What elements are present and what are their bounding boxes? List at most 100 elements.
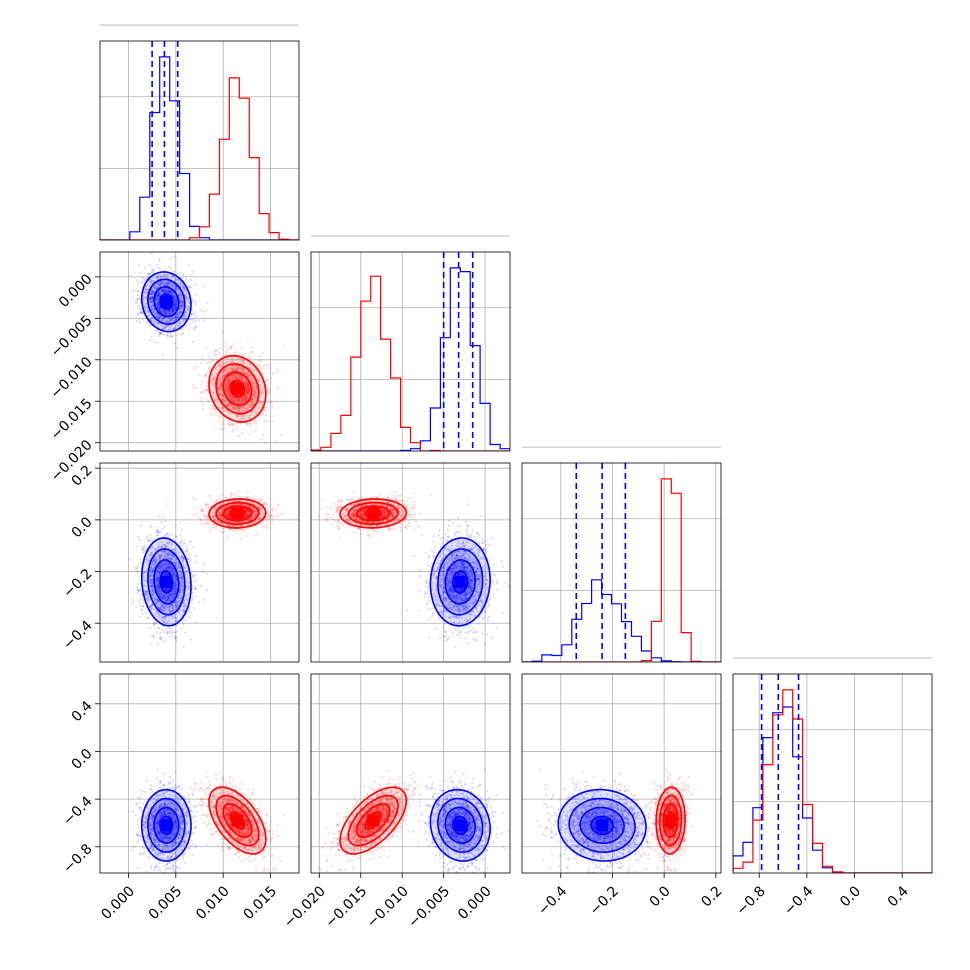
point (157, 298, 160, 302)
point (171, 295, 175, 298)
point (135, 545, 138, 548)
point (197, 373, 200, 376)
point (158, 307, 161, 310)
point (160, 281, 163, 285)
point (164, 519, 167, 522)
point (171, 309, 174, 312)
point (155, 273, 158, 277)
point (194, 326, 197, 329)
point (155, 312, 158, 315)
point (150, 335, 153, 338)
point (148, 297, 151, 301)
point (273, 407, 276, 410)
point (141, 598, 144, 601)
point (179, 299, 182, 302)
point (159, 282, 162, 285)
point (179, 300, 182, 303)
point (137, 297, 140, 300)
point (271, 415, 274, 418)
point (173, 307, 176, 310)
point (168, 291, 171, 295)
point (168, 311, 171, 314)
point (149, 534, 152, 537)
point (140, 311, 144, 314)
point (139, 615, 142, 618)
point (161, 318, 164, 321)
point (136, 312, 139, 315)
point (156, 286, 159, 289)
point (166, 325, 169, 328)
point (149, 299, 152, 302)
scatter-panel-2-0 (128, 490, 285, 648)
point (166, 282, 169, 285)
point (172, 309, 175, 312)
point (176, 279, 180, 282)
point (144, 305, 147, 308)
point (155, 329, 158, 332)
point (170, 308, 174, 311)
point (179, 296, 182, 299)
point (177, 316, 180, 319)
point (189, 285, 192, 288)
point (189, 274, 192, 277)
point (264, 406, 267, 409)
point (172, 310, 175, 313)
point (173, 301, 177, 304)
point (157, 294, 160, 297)
point (150, 305, 153, 308)
point (151, 304, 154, 307)
point (157, 313, 160, 317)
point (168, 325, 171, 328)
point (171, 275, 174, 278)
point (169, 309, 172, 312)
point (149, 293, 152, 296)
point (144, 547, 147, 550)
point (141, 605, 145, 608)
point (205, 346, 208, 349)
point (168, 290, 171, 293)
point (153, 319, 156, 322)
point (179, 322, 182, 325)
point (166, 320, 169, 324)
point (164, 310, 167, 313)
point (194, 314, 197, 317)
point (173, 304, 176, 307)
point (170, 292, 173, 295)
point (161, 289, 164, 292)
point (166, 289, 169, 292)
point (170, 318, 173, 321)
point (179, 311, 182, 314)
point (184, 296, 187, 299)
point (158, 292, 161, 295)
point (145, 288, 148, 291)
point (168, 310, 171, 313)
point (150, 292, 153, 295)
point (136, 314, 139, 317)
point (141, 276, 144, 280)
point (187, 306, 190, 309)
point (184, 318, 187, 321)
point (161, 280, 164, 284)
point (150, 269, 153, 272)
point (174, 637, 177, 640)
point (262, 364, 265, 368)
point (169, 335, 172, 338)
point (159, 280, 163, 283)
point (150, 306, 153, 309)
point (187, 298, 190, 301)
point (160, 309, 163, 312)
point (141, 312, 145, 315)
point (145, 321, 148, 324)
point (171, 308, 174, 312)
point (166, 283, 169, 286)
point (153, 634, 156, 637)
point (151, 297, 154, 300)
point (149, 299, 152, 302)
point (162, 288, 165, 291)
point (158, 331, 161, 334)
point (175, 303, 178, 306)
point (172, 306, 175, 309)
point (157, 275, 160, 278)
point (162, 639, 166, 642)
